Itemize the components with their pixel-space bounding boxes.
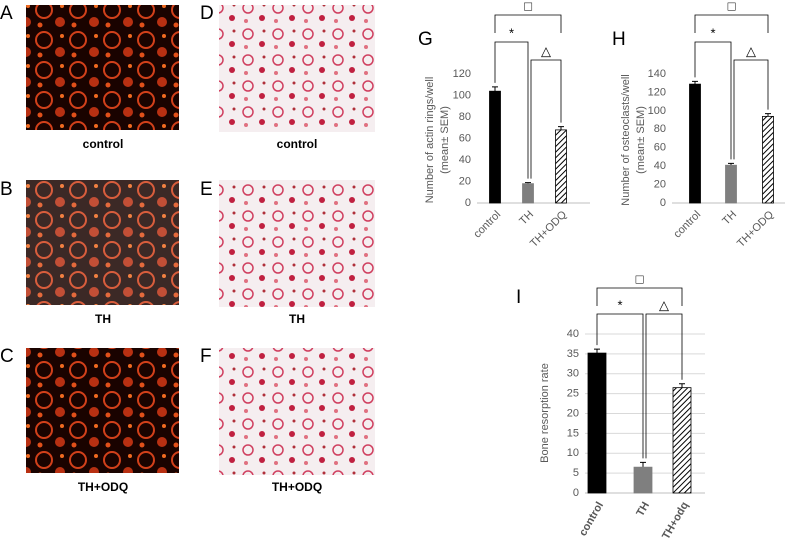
y-tick-label: 10: [567, 447, 579, 459]
bar: [633, 466, 653, 494]
significance-label: △: [541, 43, 551, 58]
y-tick-label: 60: [654, 142, 666, 154]
panel-letter: C: [0, 346, 14, 367]
y-tick-label: 80: [459, 111, 471, 123]
bar: [672, 387, 692, 494]
y-axis-label: Number of osteoclasts/well: [620, 74, 632, 205]
panel-letter: B: [0, 179, 13, 200]
significance-bracket: [645, 313, 683, 459]
significance-bracket: [733, 59, 769, 160]
bar: [489, 90, 501, 204]
panel-letter: A: [0, 3, 13, 24]
significance-bracket: [694, 14, 769, 33]
y-axis-label: (mean± SEM): [635, 106, 647, 174]
panel-letter: F: [200, 346, 212, 367]
y-tick-label: 100: [648, 105, 666, 117]
micrograph: [219, 5, 375, 132]
y-tick-label: 25: [567, 388, 579, 400]
micrograph: [26, 180, 179, 305]
y-tick-label: 20: [459, 175, 471, 187]
significance-label: □: [636, 271, 644, 286]
panel-letter: I: [516, 287, 521, 308]
caption: TH+ODQ: [78, 480, 128, 494]
y-tick-label: 40: [459, 154, 471, 166]
y-tick-label: 20: [654, 178, 666, 190]
panel-letter: G: [418, 29, 433, 50]
significance-bracket: [596, 313, 644, 459]
bar: [555, 129, 567, 204]
y-tick-label: 120: [453, 68, 471, 80]
y-axis-label: Bone resorption rate: [539, 363, 551, 463]
x-tick-label: control: [471, 209, 503, 241]
caption: control: [83, 137, 124, 151]
significance-label: □: [524, 0, 532, 13]
significance-label: *: [509, 25, 514, 40]
y-tick-label: 5: [573, 467, 579, 479]
significance-bracket: [494, 41, 529, 179]
y-tick-label: 0: [573, 487, 579, 499]
significance-bracket: [494, 14, 562, 33]
caption: control: [277, 137, 318, 151]
micrograph: [219, 348, 375, 475]
x-tick-label: TH+odq: [660, 500, 691, 542]
y-tick-label: 0: [465, 197, 471, 209]
y-tick-label: 80: [654, 123, 666, 135]
caption: TH: [289, 312, 305, 326]
significance-label: △: [746, 43, 756, 58]
y-axis-label: Number of actin rings/well: [424, 77, 436, 204]
micrograph: [26, 5, 179, 130]
bar: [725, 164, 737, 204]
significance-label: *: [617, 297, 622, 312]
significance-bracket: [596, 287, 683, 306]
panel-letter: E: [200, 179, 213, 200]
micrograph: [219, 180, 375, 307]
x-tick-label: control: [577, 500, 606, 538]
significance-bracket: [694, 41, 732, 160]
significance-label: △: [659, 297, 669, 312]
x-tick-label: TH+ODQ: [735, 208, 776, 249]
y-axis-label: (mean± SEM): [439, 106, 451, 174]
panel-letter: D: [200, 3, 214, 24]
y-tick-label: 35: [567, 348, 579, 360]
x-tick-label: TH: [517, 209, 536, 228]
y-tick-label: 30: [567, 368, 579, 380]
y-tick-label: 60: [459, 132, 471, 144]
y-tick-label: 40: [654, 160, 666, 172]
bar: [522, 183, 534, 204]
bar: [762, 115, 774, 204]
y-tick-label: 15: [567, 427, 579, 439]
caption: TH: [95, 312, 111, 326]
panel-letter: H: [612, 29, 626, 50]
significance-label: *: [710, 25, 715, 40]
caption: TH+ODQ: [272, 480, 322, 494]
y-tick-label: 40: [567, 328, 579, 340]
micrographs: [26, 5, 375, 475]
y-tick-label: 20: [567, 407, 579, 419]
bar: [587, 352, 607, 494]
x-tick-label: TH+ODQ: [528, 208, 569, 249]
y-tick-label: 120: [648, 86, 666, 98]
y-tick-label: 0: [660, 197, 666, 209]
x-tick-label: TH: [720, 209, 739, 228]
y-tick-label: 100: [453, 89, 471, 101]
significance-label: □: [728, 0, 736, 13]
bar: [689, 83, 701, 204]
y-tick-label: 140: [648, 68, 666, 80]
micrograph: [26, 348, 179, 473]
x-tick-label: TH: [634, 500, 652, 519]
x-tick-label: control: [671, 209, 703, 241]
significance-bracket: [530, 59, 562, 179]
